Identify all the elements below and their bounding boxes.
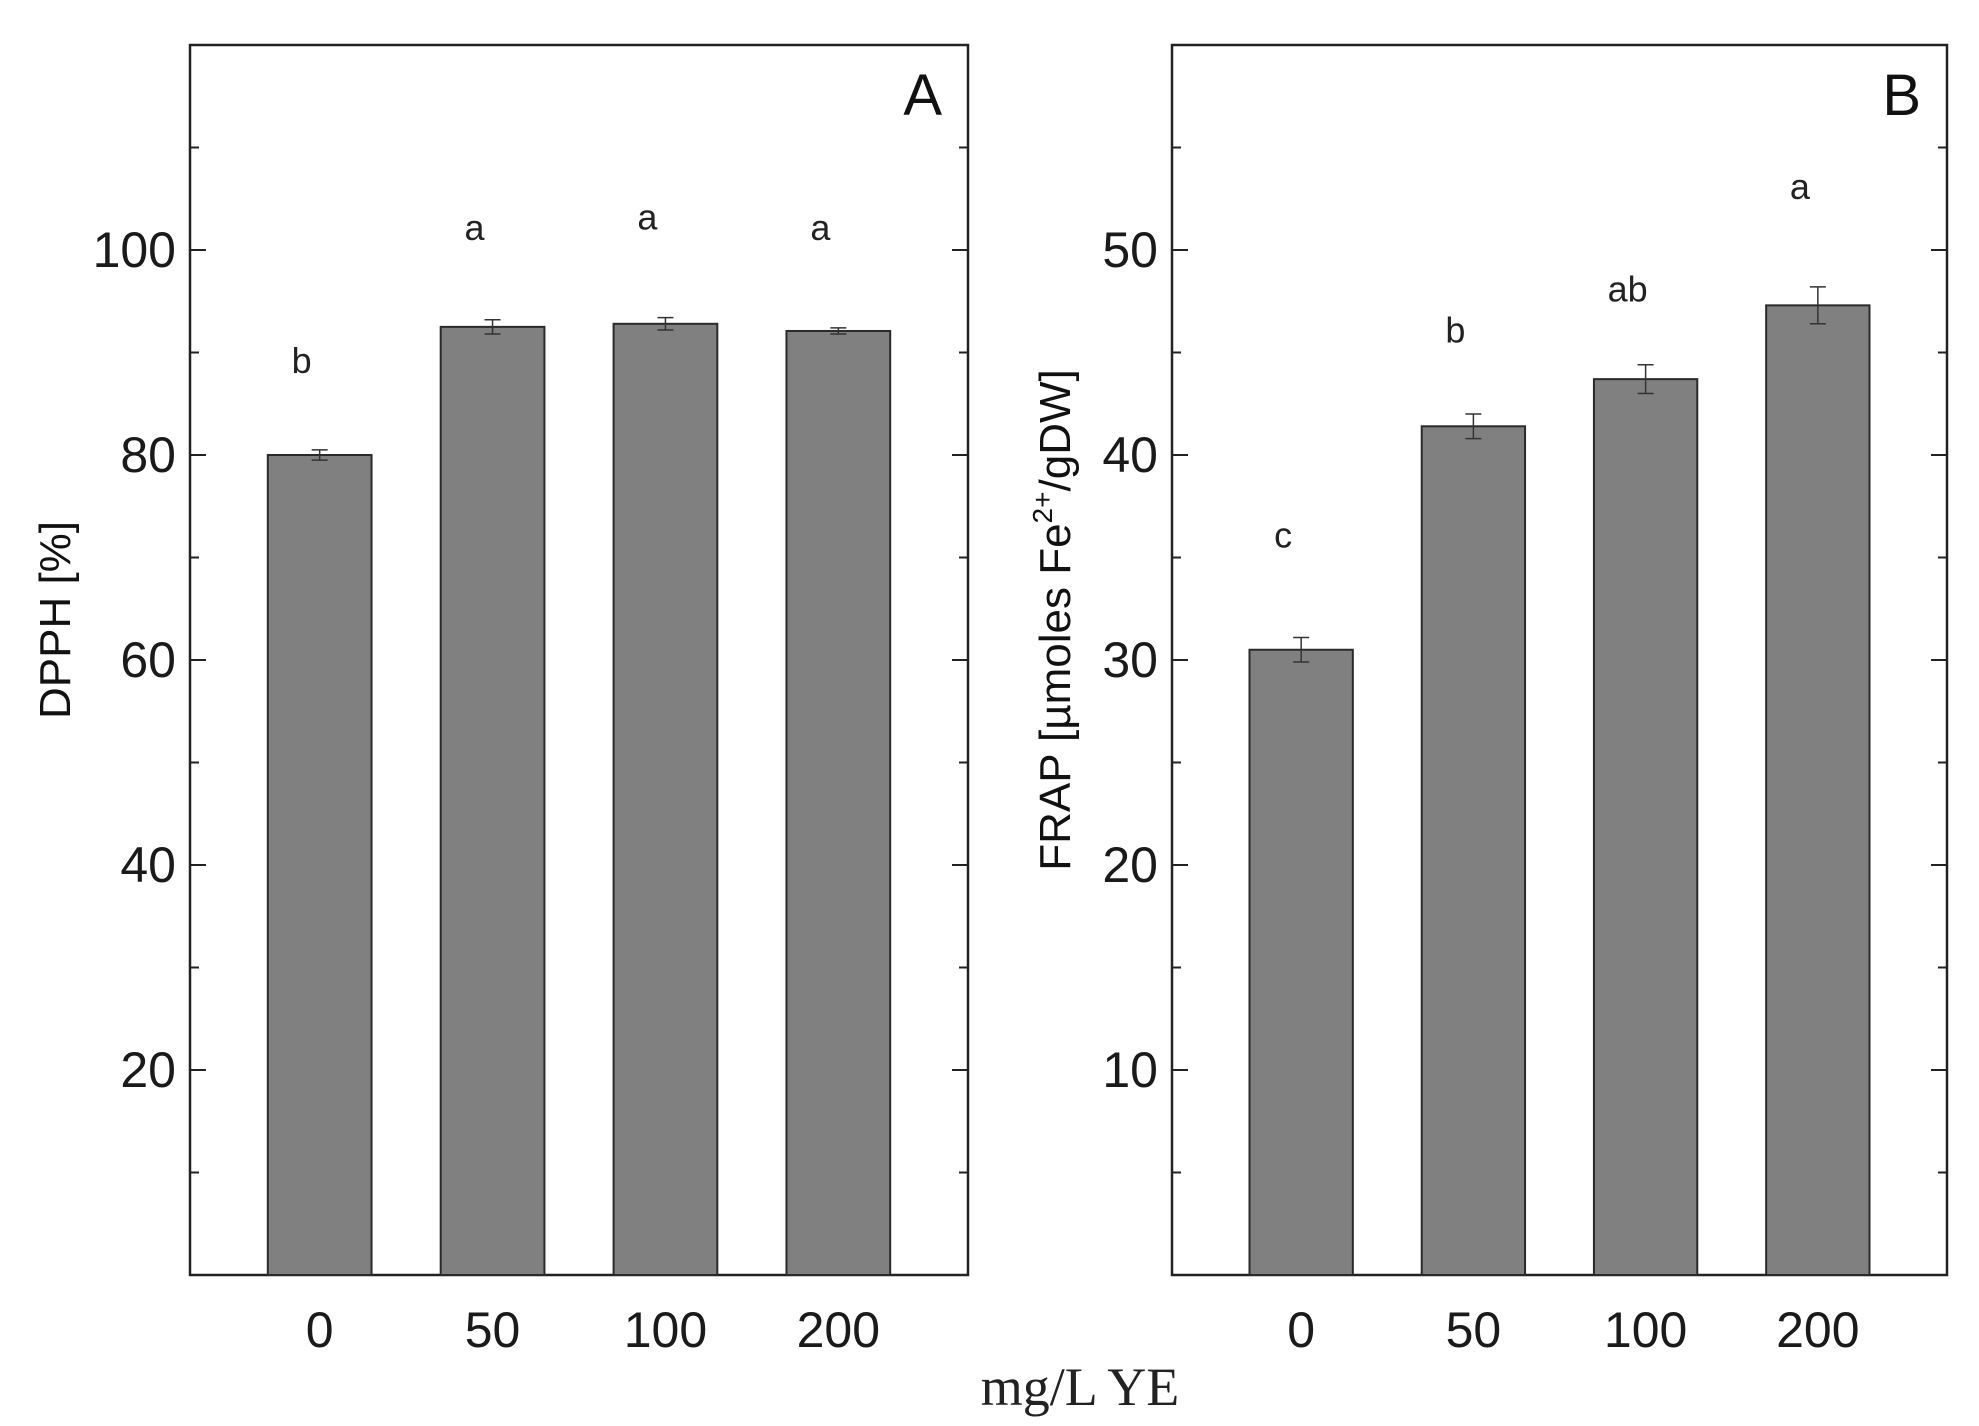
significance-label-a-100: a — [637, 197, 658, 238]
x-tick-label-a-200: 200 — [797, 1302, 880, 1358]
x-tick-label-b-0: 0 — [1287, 1302, 1315, 1358]
bar-b-0 — [1248, 648, 1354, 1276]
y-ticks-b: 10 20 30 40 50 — [1102, 146, 1947, 1174]
panel-b-chart: 10 20 30 40 50 0 50 100 200 c b ab a B FRAP [µmole… — [1027, 43, 1949, 1358]
y-axis-title-b-superscript: 2+ — [1027, 492, 1058, 524]
significance-labels-a: b a a a — [292, 197, 832, 382]
bar-b-50 — [1420, 425, 1527, 1276]
y-axis-title-b-suffix: /gDW] — [1031, 369, 1080, 491]
significance-label-b-50: b — [1445, 309, 1465, 350]
significance-labels-b: c b ab a — [1274, 166, 1811, 556]
x-tick-labels-a: 0 50 100 200 — [306, 1302, 880, 1358]
panel-a-chart: 20 40 60 80 100 0 50 100 200 b a a a A DPPH [%] — [31, 43, 970, 1358]
y-tick-label-a-80: 80 — [120, 427, 176, 483]
y-axis-title-b: FRAP [µmoles Fe2+/gDW] — [1027, 369, 1080, 870]
y-ticks-a: 20 40 60 80 100 — [93, 146, 968, 1174]
y-tick-label-b-30: 30 — [1102, 632, 1158, 688]
y-tick-label-b-40: 40 — [1102, 427, 1158, 483]
panel-label-b: B — [1882, 63, 1921, 128]
y-tick-label-a-20: 20 — [120, 1042, 176, 1098]
y-tick-label-b-10: 10 — [1102, 1042, 1158, 1098]
y-axis-title-a: DPPH [%] — [31, 521, 80, 719]
bars-b — [1248, 286, 1871, 1277]
x-tick-label-b-100: 100 — [1604, 1302, 1687, 1358]
bar-b-100 — [1592, 378, 1699, 1276]
x-tick-label-b-50: 50 — [1446, 1302, 1502, 1358]
x-tick-label-a-100: 100 — [624, 1302, 707, 1358]
bar-a-200 — [785, 329, 892, 1277]
significance-label-b-100: ab — [1608, 268, 1648, 309]
y-tick-label-b-20: 20 — [1102, 837, 1158, 893]
bar-b-200 — [1765, 304, 1871, 1277]
x-tick-label-a-0: 0 — [306, 1302, 334, 1358]
y-tick-label-a-40: 40 — [120, 837, 176, 893]
bar-a-0 — [266, 454, 373, 1276]
significance-label-b-200: a — [1790, 166, 1811, 207]
y-axis-title-b-prefix: FRAP [µmoles Fe — [1031, 523, 1080, 870]
x-tick-label-b-200: 200 — [1776, 1302, 1859, 1358]
y-tick-label-a-100: 100 — [93, 222, 176, 278]
bar-a-50 — [439, 325, 546, 1276]
shared-x-axis-title: mg/L YE — [981, 1357, 1179, 1417]
bar-a-100 — [612, 322, 719, 1276]
panel-label-a: A — [903, 63, 942, 128]
y-tick-label-a-60: 60 — [120, 632, 176, 688]
x-tick-label-a-50: 50 — [465, 1302, 521, 1358]
bars-a — [266, 316, 892, 1277]
significance-label-b-0: c — [1274, 514, 1292, 555]
x-tick-labels-b: 0 50 100 200 — [1287, 1302, 1859, 1358]
significance-label-a-50: a — [465, 207, 486, 248]
significance-label-a-0: b — [292, 340, 312, 381]
y-tick-label-b-50: 50 — [1102, 222, 1158, 278]
significance-label-a-200: a — [810, 207, 831, 248]
